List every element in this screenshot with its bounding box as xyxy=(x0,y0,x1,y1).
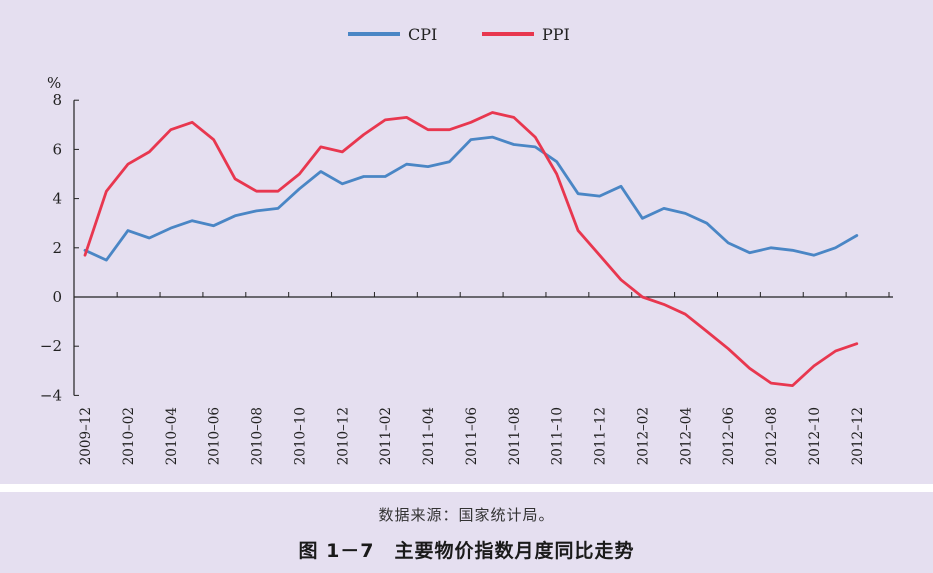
y-axis-unit-label: % xyxy=(47,74,61,92)
x-tick-label: 2010–08 xyxy=(250,407,266,465)
y-axis-ticks: −4 −2 0 2 4 6 8 xyxy=(40,91,79,404)
x-tick-label: 2011–06 xyxy=(464,407,480,465)
y-tick-label: −4 xyxy=(40,386,62,404)
y-tick-label: 0 xyxy=(52,288,62,306)
divider xyxy=(0,484,933,492)
legend-label-ppi: PPI xyxy=(542,25,570,44)
y-tick-label: 2 xyxy=(52,239,62,257)
figure-title: 图 1－7 主要物价指数月度同比走势 xyxy=(298,540,635,562)
series-lines xyxy=(83,111,859,388)
y-tick-label: −2 xyxy=(40,337,62,355)
legend-label-cpi: CPI xyxy=(408,25,437,44)
y-tick-label: 8 xyxy=(52,91,62,109)
x-tick-label: 2010–10 xyxy=(292,407,308,465)
x-tick-label: 2012–10 xyxy=(807,407,823,465)
y-tick-label: 6 xyxy=(52,140,62,158)
x-tick-label: 2012–08 xyxy=(764,407,780,465)
x-tick-label: 2011–02 xyxy=(378,407,394,465)
x-tick-label: 2010–06 xyxy=(207,407,223,465)
x-tick-label: 2012–06 xyxy=(721,407,737,465)
y-tick-label: 4 xyxy=(52,190,62,208)
source-note: 数据来源：国家统计局。 xyxy=(378,506,555,524)
x-tick-label: 2009–12 xyxy=(78,407,94,465)
line-chart: CPI PPI % −4 −2 0 2 4 6 8 2009–12 2010–02 2010–0… xyxy=(40,25,893,465)
x-tick-label: 2010–02 xyxy=(121,407,137,465)
x-tick-label: 2012–12 xyxy=(850,407,866,465)
x-tick-label: 2011–08 xyxy=(507,407,523,465)
chart-panel: CPI PPI % −4 −2 0 2 4 6 8 2009–12 2010–02 2010–0… xyxy=(39,25,893,466)
x-tick-label: 2011–12 xyxy=(593,407,609,465)
legend: CPI PPI xyxy=(348,25,570,44)
x-axis-ticks: 2009–12 2010–02 2010–04 2010–06 2010–08 2010–… xyxy=(78,292,890,465)
x-tick-label: 2010–12 xyxy=(335,407,351,465)
x-tick-label: 2012–04 xyxy=(678,407,694,465)
x-tick-label: 2011–10 xyxy=(550,407,566,465)
caption-panel: 数据来源：国家统计局。 图 1－7 主要物价指数月度同比走势 xyxy=(0,492,933,573)
x-tick-label: 2012–02 xyxy=(635,407,651,465)
x-tick-label: 2011–04 xyxy=(421,407,437,465)
series-line-cpi xyxy=(83,135,859,262)
x-tick-label: 2010–04 xyxy=(164,407,180,465)
